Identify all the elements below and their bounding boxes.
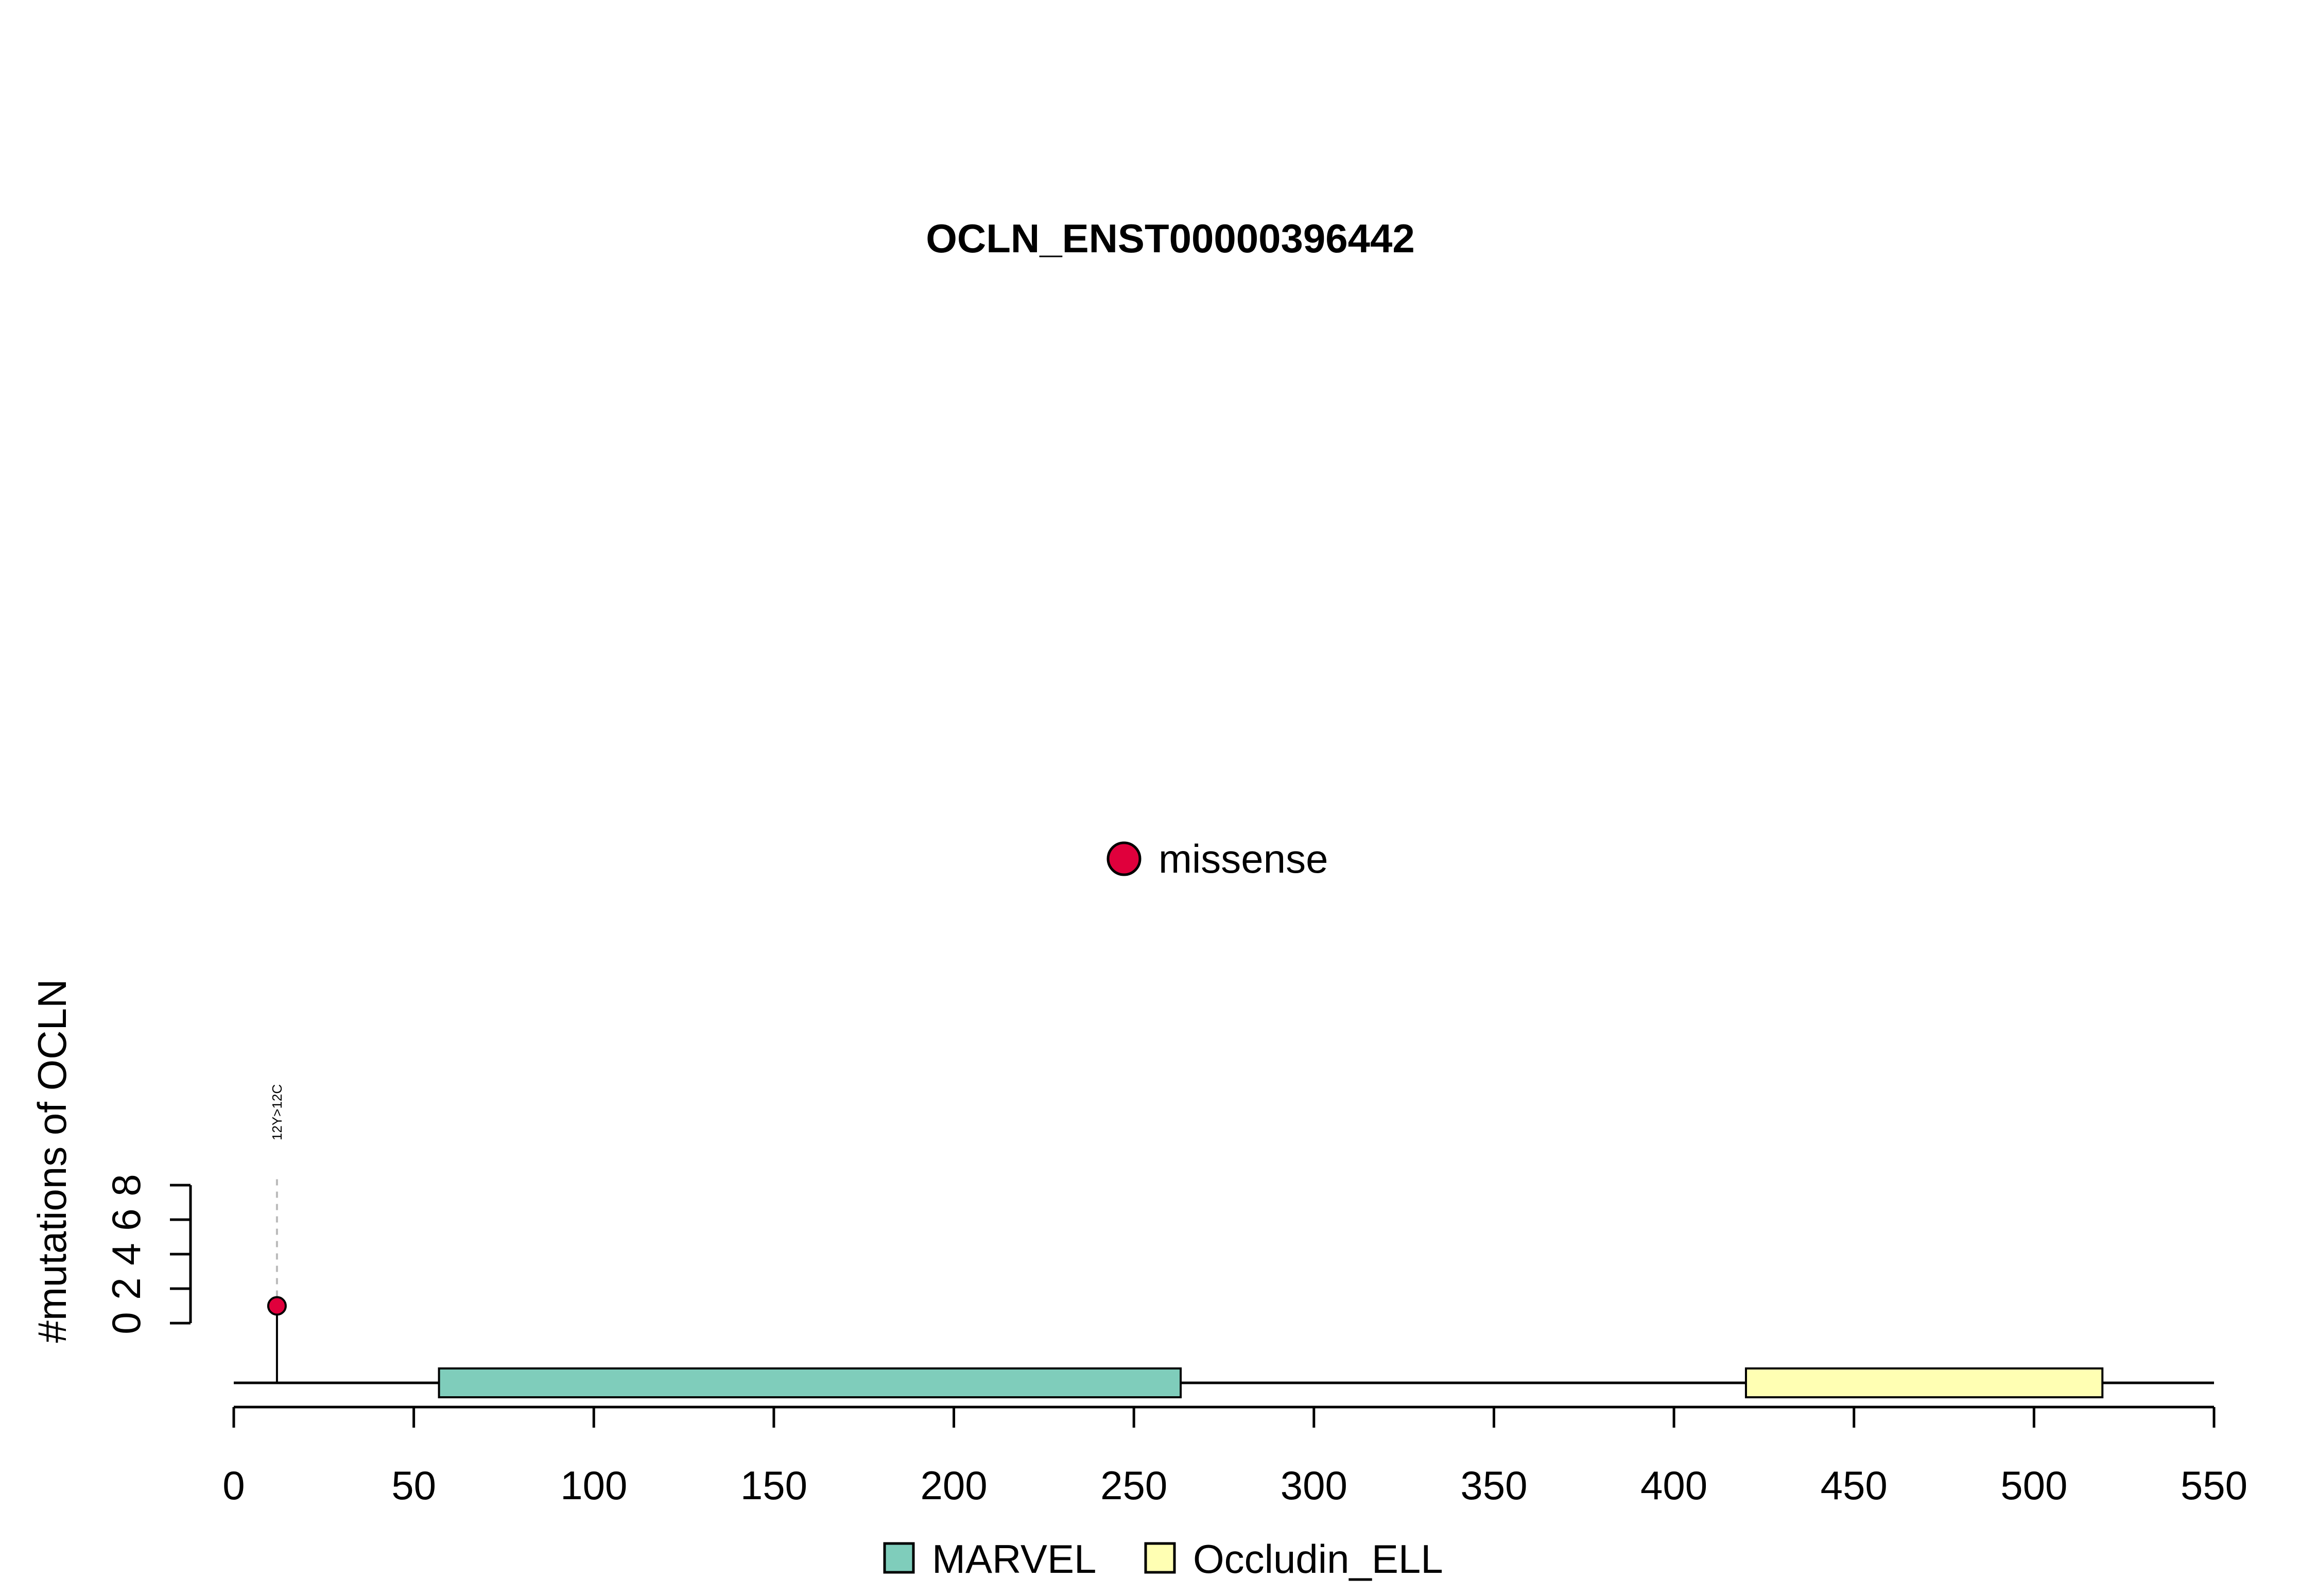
x-tick-label: 550 (2181, 1463, 2247, 1508)
x-tick-label: 250 (1100, 1463, 1167, 1508)
mutation-label: 12Y>12C (269, 1084, 285, 1140)
mutation-points-layer: 12Y>12C (267, 1084, 287, 1316)
legend-missense-marker (1106, 841, 1142, 876)
x-tick-label: 500 (2000, 1463, 2067, 1508)
y-axis-label-group: #mutations of OCLN (29, 979, 75, 1343)
legend-missense-label: missense (1158, 836, 1328, 881)
legend-swatch-occludin-ell (1144, 1542, 1176, 1574)
x-tick-label: 200 (920, 1463, 987, 1508)
x-tick-label: 50 (391, 1463, 436, 1508)
domain-legend: MARVEL Occludin_ELL (883, 1536, 1443, 1582)
mutation-point (267, 1296, 287, 1316)
legend-label-occludin-ell: Occludin_ELL (1193, 1536, 1443, 1582)
x-tick-label: 0 (222, 1463, 245, 1508)
x-tick-label: 350 (1460, 1463, 1527, 1508)
chart-title: OCLN_ENST00000396442 (926, 216, 1415, 261)
mutation-type-legend: missense (1106, 836, 1328, 881)
legend-label-marvel: MARVEL (932, 1536, 1096, 1582)
domains-layer (438, 1367, 2104, 1398)
y-axis-label: #mutations of OCLN (29, 979, 75, 1343)
x-tick-label: 150 (740, 1463, 807, 1508)
legend-swatch-marvel (883, 1542, 915, 1574)
x-tick-label: 450 (1821, 1463, 1888, 1508)
x-tick-label: 400 (1640, 1463, 1707, 1508)
x-tick-label: 100 (560, 1463, 627, 1508)
domain-occludin-ell (1744, 1367, 2104, 1398)
domain-marvel (438, 1367, 1182, 1398)
y-tick-label: 4 (103, 1243, 149, 1265)
y-tick-label: 0 (103, 1312, 149, 1334)
y-tick-label: 8 (103, 1174, 149, 1196)
x-axis: 0 50 100 150 200 250 300 350 400 450 500 550 (222, 1406, 2247, 1508)
x-tick-label: 300 (1281, 1463, 1347, 1508)
y-tick-label: 6 (103, 1208, 149, 1230)
y-axis: 0 2 4 6 8 (103, 1174, 192, 1334)
y-tick-label: 2 (103, 1277, 149, 1299)
